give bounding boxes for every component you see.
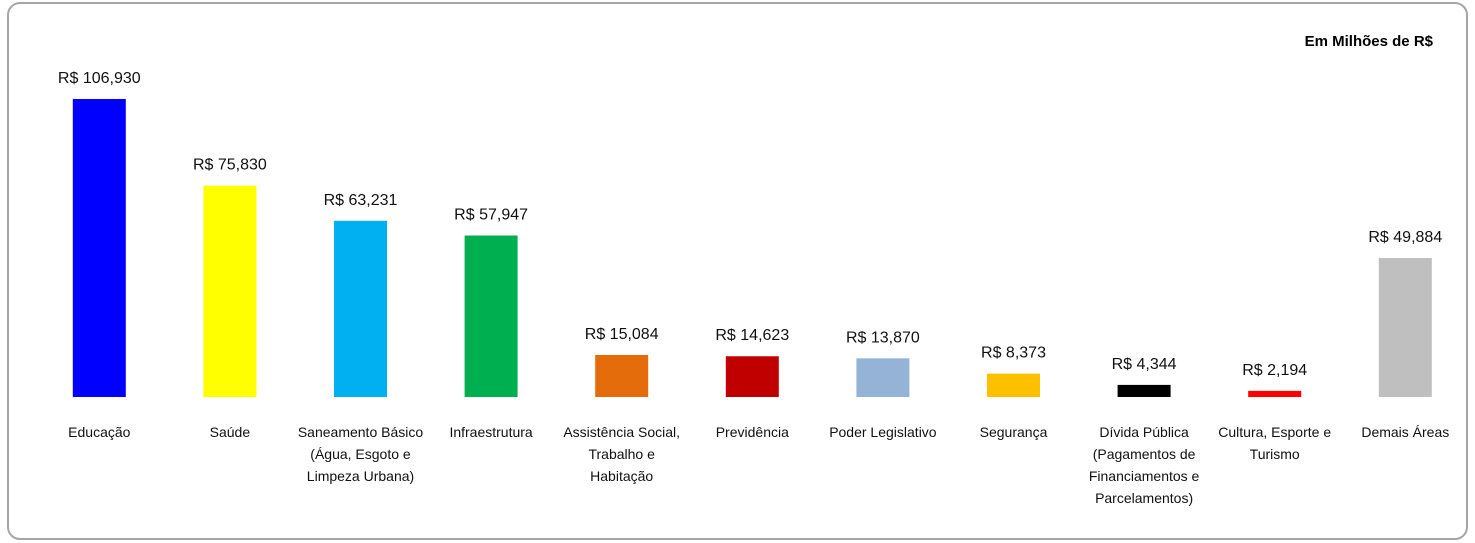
bar — [987, 373, 1040, 397]
category-label: Dívida Pública (Pagamentos de Financiame… — [1088, 424, 1200, 506]
category-label: Infraestrutura — [449, 424, 533, 440]
bar — [72, 99, 126, 397]
value-label: R$ 15,084 — [585, 326, 659, 343]
value-label: R$ 49,884 — [1368, 229, 1442, 246]
bar — [334, 220, 387, 397]
value-label: R$ 57,947 — [454, 207, 528, 224]
value-label: R$ 2,194 — [1242, 362, 1307, 379]
value-label: R$ 8,373 — [981, 345, 1046, 362]
value-label: R$ 4,344 — [1112, 356, 1177, 373]
bar — [595, 354, 649, 397]
bar — [1248, 390, 1302, 397]
value-label: R$ 13,870 — [846, 329, 920, 346]
category-label: Segurança — [979, 424, 1048, 440]
bar — [1117, 384, 1171, 397]
category-label: Previdência — [715, 424, 789, 440]
category-label: Cultura, Esporte e Turismo — [1218, 424, 1332, 462]
bar — [725, 356, 779, 397]
unit-note: Em Milhões de R$ — [1304, 33, 1433, 50]
value-label: R$ 106,930 — [58, 70, 141, 87]
value-label: R$ 75,830 — [193, 157, 267, 174]
value-label: R$ 14,623 — [715, 327, 789, 344]
chart-border — [7, 2, 1468, 540]
category-label: Educação — [68, 424, 131, 440]
bar — [856, 358, 910, 397]
category-label: Saúde — [209, 424, 251, 440]
category-label: Demais Áreas — [1361, 424, 1450, 440]
value-label: R$ 63,231 — [324, 192, 398, 209]
bar — [203, 185, 257, 397]
category-label: Assistência Social, Trabalho e Habitação — [563, 424, 681, 484]
category-label: Poder Legislativo — [829, 424, 937, 440]
bar — [464, 235, 518, 397]
category-label: Saneamento Básico (Água, Esgoto e Limpez… — [297, 424, 424, 484]
bar — [1378, 257, 1432, 397]
